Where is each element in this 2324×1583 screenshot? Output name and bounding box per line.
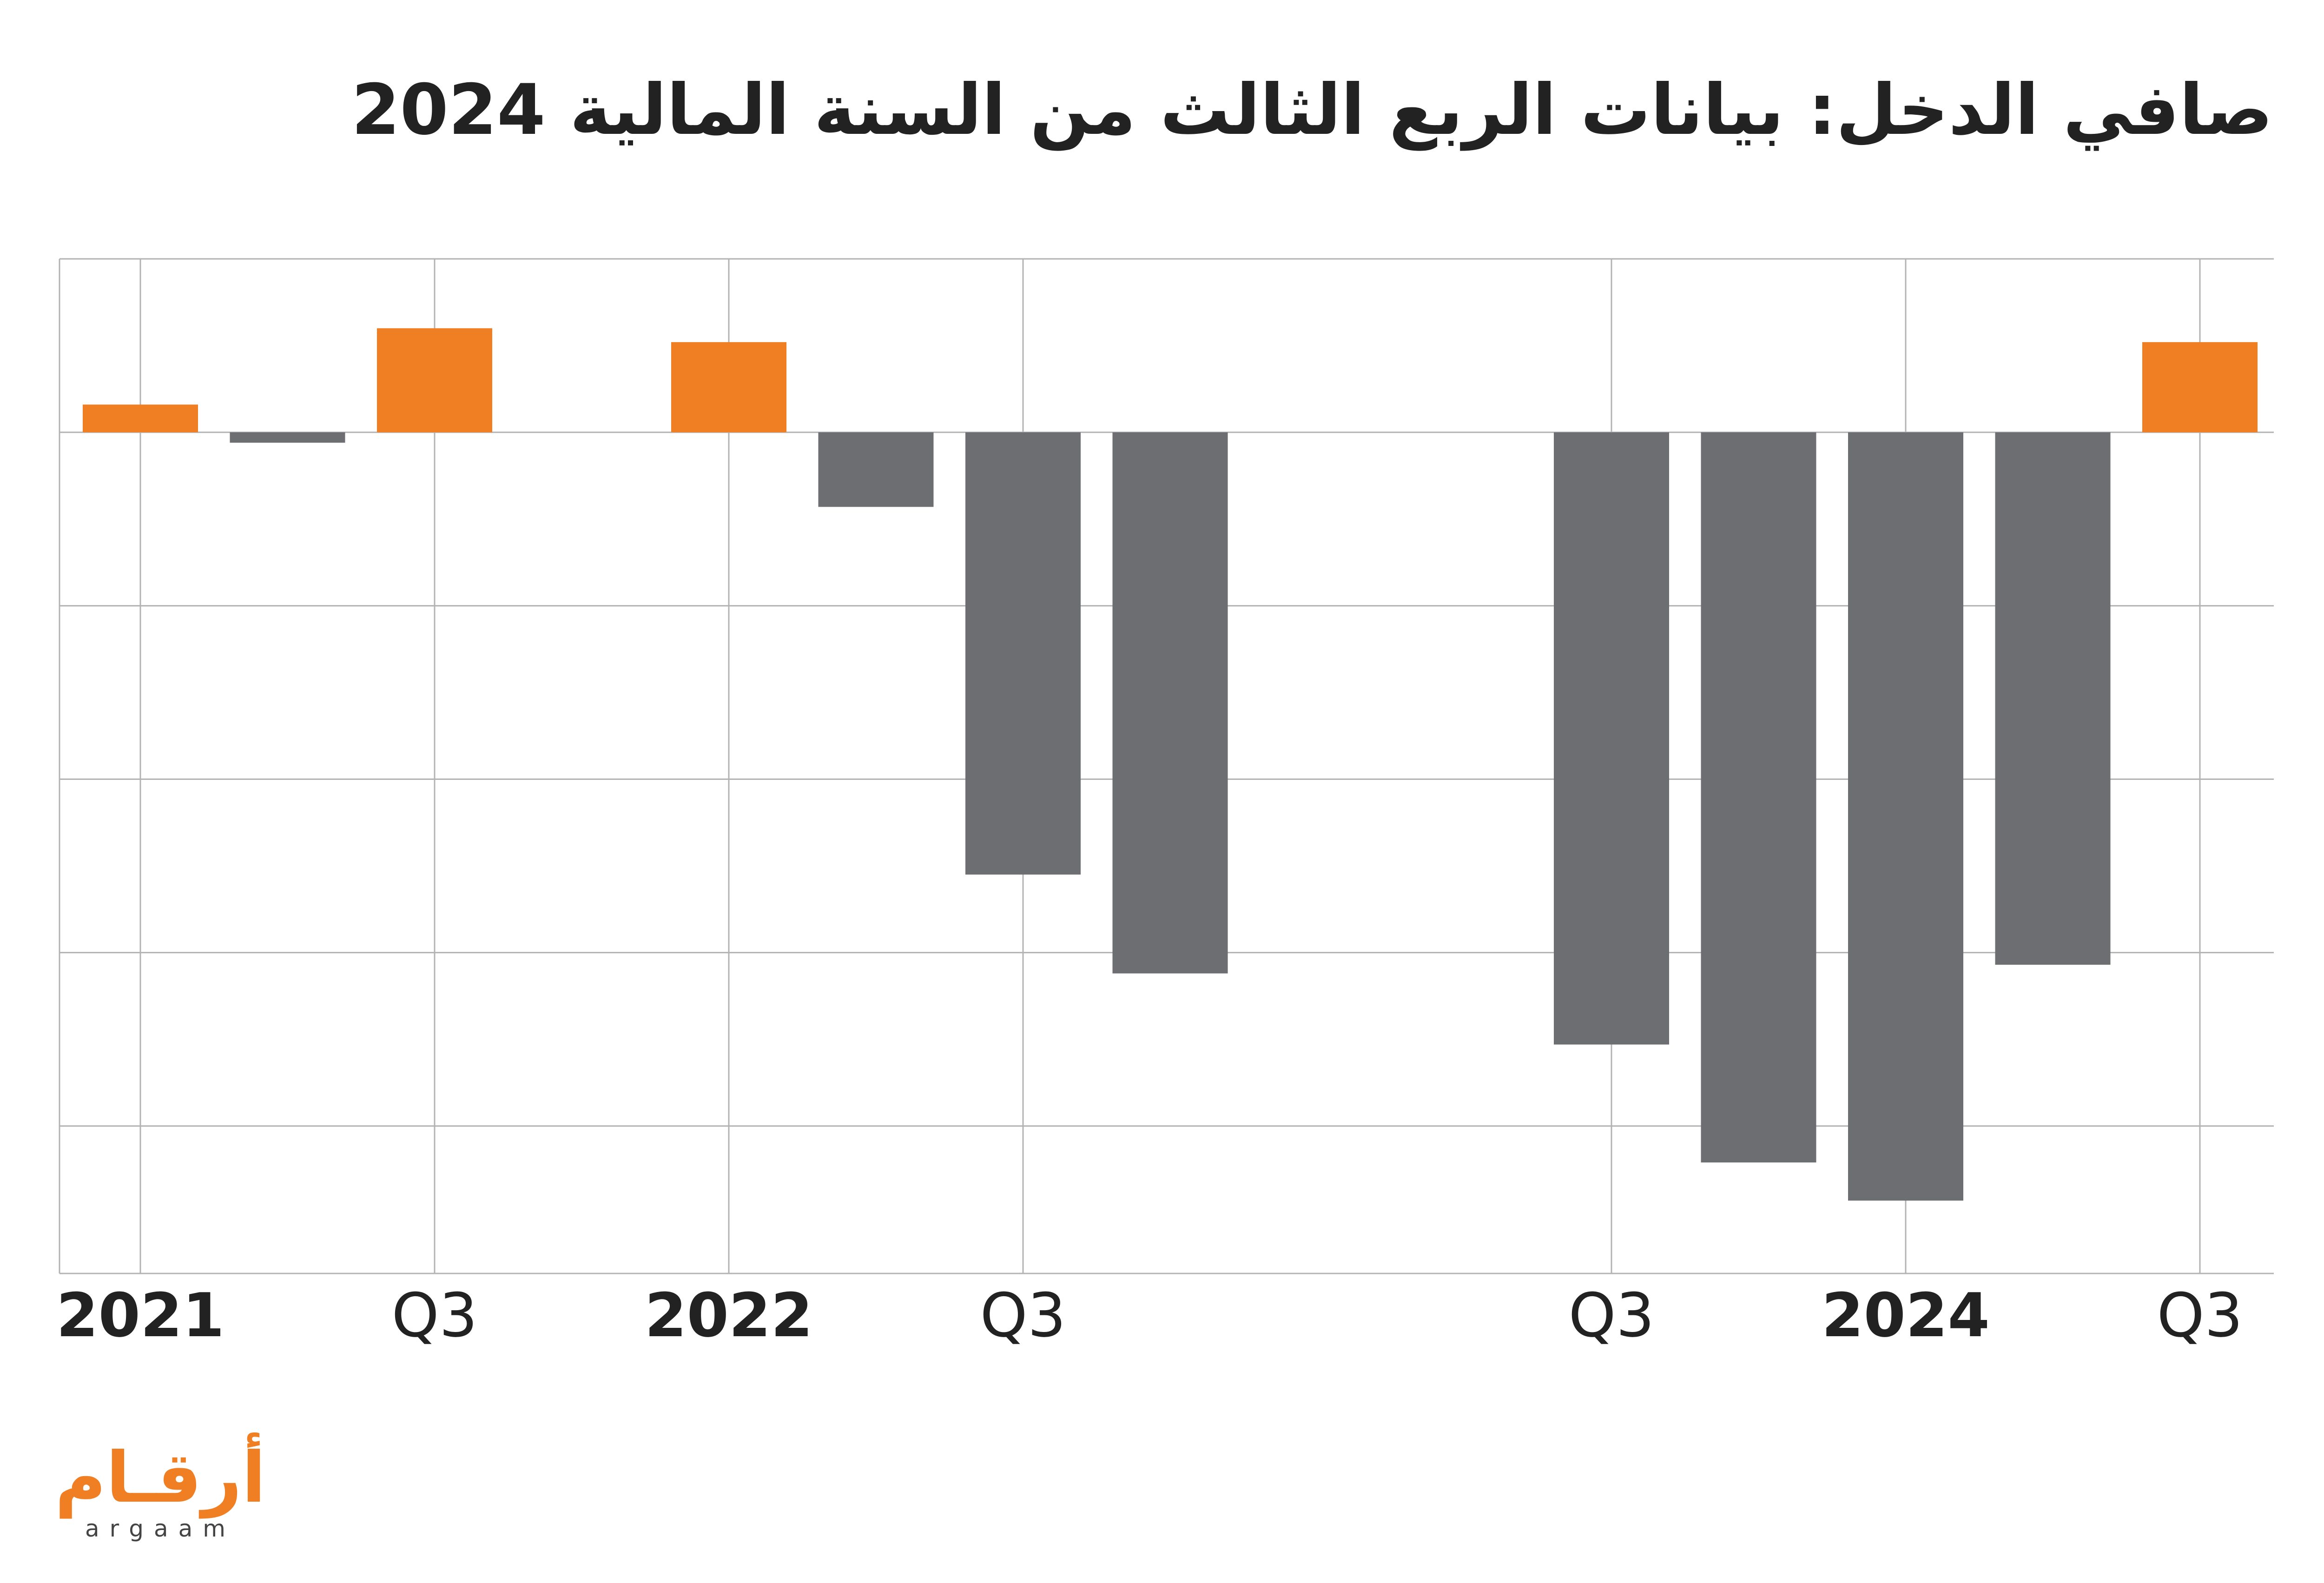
- x-tick-label-4: 2022: [645, 1280, 813, 1351]
- argaam-logo: أرقـام argaam: [51, 1441, 270, 1543]
- bar-q1-2021: [83, 404, 198, 433]
- bar-q1-2024: [1848, 432, 1963, 1201]
- bar-chart: 2021 Q3 2022 Q3 Q3 2024 Q3: [56, 258, 2274, 1351]
- x-tick-label-0: 2021: [56, 1280, 224, 1351]
- bar-q2-2024: [1995, 432, 2111, 965]
- x-tick-label-10: Q3: [1568, 1280, 1654, 1351]
- bar-q2-2022: [818, 432, 934, 507]
- bar-q3-2021: [377, 328, 492, 433]
- bar-q4-2023: [1701, 432, 1816, 1163]
- bar-q3-2023: [1554, 432, 1669, 1045]
- x-tick-label-14: Q3: [2157, 1280, 2243, 1351]
- bar-q3-2024: [2142, 342, 2258, 433]
- x-tick-label-6: Q3: [980, 1280, 1066, 1351]
- bar-q3-2022: [965, 432, 1081, 875]
- bar-q2-2021: [230, 432, 345, 443]
- x-tick-label-2: Q3: [391, 1280, 477, 1351]
- logo-arabic-text: أرقـام: [55, 1438, 266, 1518]
- bar-q4-2022: [1112, 432, 1228, 974]
- chart-title: صافي الدخل: بيانات الربع الثالث من السنة…: [351, 70, 2273, 151]
- x-tick-label-12: 2024: [1822, 1280, 1990, 1351]
- bar-q1-2022: [671, 342, 786, 433]
- logo-latin-text: argaam: [85, 1515, 236, 1542]
